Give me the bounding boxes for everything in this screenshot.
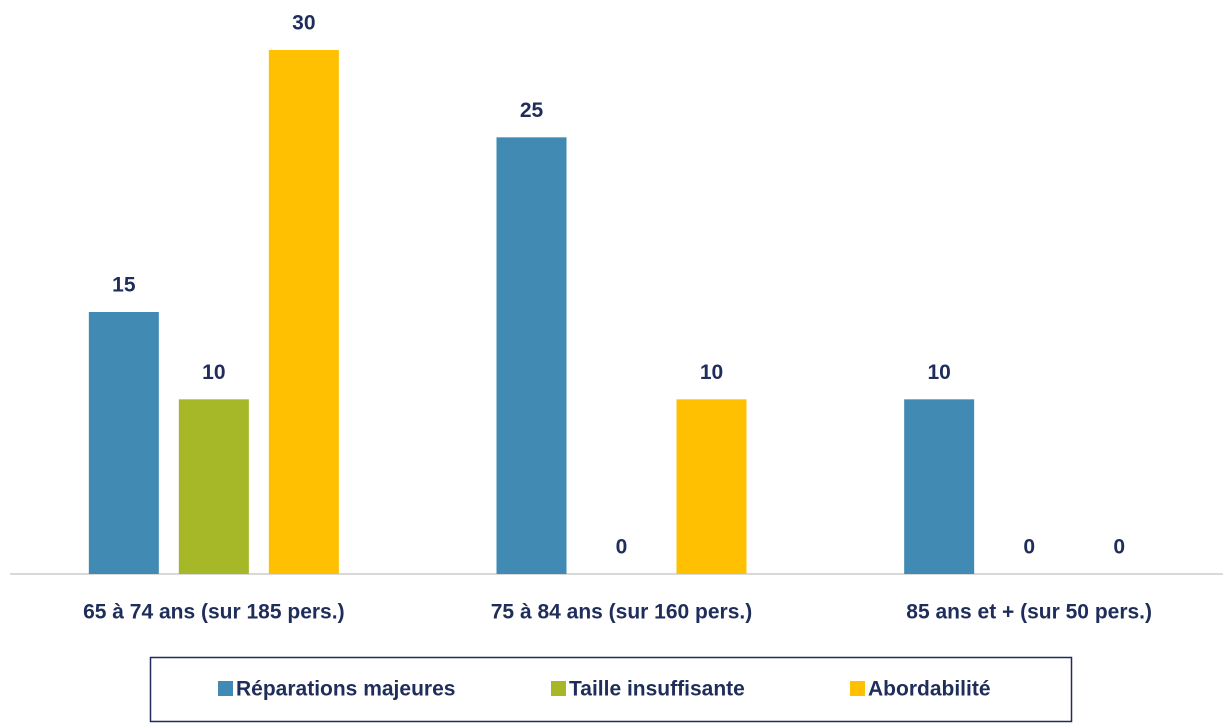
legend-label: Taille insuffisante — [569, 678, 745, 701]
bar — [676, 399, 747, 574]
x-tick-label: 85 ans et + (sur 50 pers.) — [906, 601, 1152, 624]
data-label: 15 — [112, 274, 136, 297]
x-tick-label: 65 à 74 ans (sur 185 pers.) — [83, 601, 345, 624]
bar — [268, 50, 339, 574]
legend-label: Abordabilité — [868, 678, 991, 701]
data-label: 10 — [700, 361, 723, 384]
bar — [904, 399, 975, 574]
legend-label: Réparations majeures — [236, 678, 455, 701]
data-label: 0 — [616, 536, 628, 559]
bar — [496, 137, 567, 575]
legend-swatch — [551, 681, 566, 696]
data-label: 10 — [927, 361, 950, 384]
data-label: 0 — [1023, 536, 1035, 559]
bar — [88, 312, 159, 574]
legend-box — [149, 656, 1073, 723]
data-label: 25 — [520, 99, 544, 122]
data-label: 10 — [202, 361, 225, 384]
legend-swatch — [850, 681, 865, 696]
bar — [178, 399, 249, 574]
data-label: 30 — [292, 12, 315, 35]
legend-swatch — [218, 681, 233, 696]
data-label: 0 — [1113, 536, 1125, 559]
x-tick-label: 75 à 84 ans (sur 160 pers.) — [491, 601, 753, 624]
